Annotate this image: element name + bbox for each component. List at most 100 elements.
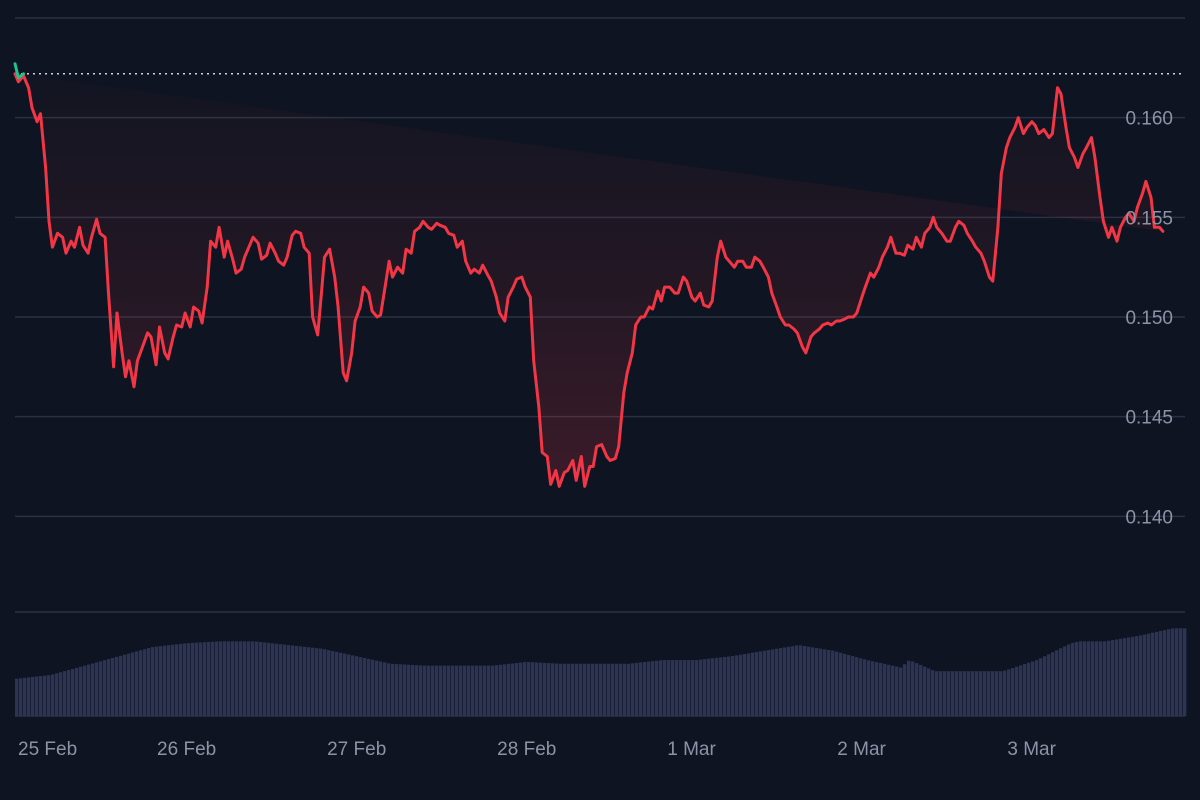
volume-bar: [407, 664, 411, 716]
volume-bar: [1119, 638, 1123, 716]
volume-bar: [95, 662, 99, 716]
volume-bar: [983, 671, 987, 716]
volume-bar: [531, 662, 535, 716]
volume-bar: [615, 663, 619, 716]
volume-bar: [719, 657, 723, 716]
volume-bar: [707, 658, 711, 716]
volume-bar: [231, 641, 235, 716]
volume-bar: [723, 656, 727, 716]
volume-bar: [271, 643, 275, 716]
volume-bar: [427, 665, 431, 716]
volume-bar: [1135, 636, 1139, 716]
volume-bar: [1023, 664, 1027, 716]
volume-bar: [1095, 641, 1099, 716]
volume-bar: [1131, 636, 1135, 716]
volume-bar: [127, 653, 131, 716]
volume-bar: [727, 656, 731, 716]
volume-bar: [1043, 656, 1047, 716]
volume-bar: [1083, 641, 1087, 716]
volume-bar: [167, 645, 171, 716]
volume-bar: [363, 657, 367, 716]
volume-bar: [919, 664, 923, 716]
volume-bar: [499, 664, 503, 716]
volume-bar: [251, 641, 255, 716]
volume-bar: [1003, 670, 1007, 716]
volume-bar: [1051, 652, 1055, 716]
volume-bar: [311, 647, 315, 716]
volume-bar: [591, 663, 595, 716]
volume-bar: [303, 646, 307, 716]
volume-bar: [1011, 668, 1015, 716]
volume-bar: [523, 662, 527, 716]
volume-bar: [771, 649, 775, 716]
volume-bar: [819, 648, 823, 716]
volume-bar: [587, 663, 591, 716]
volume-bar: [679, 660, 683, 716]
volume-bar: [187, 643, 191, 716]
volume-bar: [519, 662, 523, 716]
volume-bar: [71, 668, 75, 716]
y-tick-label-0.160: 0.160: [1125, 109, 1173, 130]
volume-bar: [1167, 629, 1171, 716]
volume-bar: [643, 662, 647, 716]
volume-bar: [59, 672, 63, 716]
volume-bar: [339, 652, 343, 716]
volume-bar: [347, 654, 351, 716]
volume-bar: [195, 642, 199, 716]
volume-bar: [659, 660, 663, 716]
volume-bar: [991, 671, 995, 716]
volume-bar: [139, 650, 143, 716]
volume-bar: [107, 659, 111, 716]
volume-bar: [863, 659, 867, 716]
volume-bar: [151, 646, 155, 716]
volume-bar: [291, 645, 295, 716]
volume-bar: [955, 671, 959, 716]
y-tick-label-0.140: 0.140: [1125, 507, 1173, 528]
volume-bar: [135, 651, 139, 716]
volume-bar: [67, 669, 71, 716]
volume-bar: [807, 646, 811, 716]
volume-bar: [911, 661, 915, 716]
volume-bar: [235, 641, 239, 716]
volume-bar: [783, 647, 787, 716]
volume-bar: [1171, 628, 1175, 716]
volume-bar: [879, 663, 883, 716]
volume-bar: [175, 644, 179, 716]
volume-bar: [203, 642, 207, 716]
volume-bar: [691, 660, 695, 716]
volume-bar: [199, 642, 203, 716]
volume-bar: [995, 671, 999, 716]
volume-bar: [543, 662, 547, 716]
volume-bar: [815, 647, 819, 716]
volume-bar: [215, 641, 219, 716]
volume-bar: [495, 665, 499, 716]
volume-bar: [131, 652, 135, 716]
volume-bar: [867, 660, 871, 716]
volume-bar: [547, 663, 551, 716]
volume-bar: [367, 658, 371, 716]
price-area-fill: [15, 73, 1163, 487]
volume-bar: [179, 643, 183, 716]
volume-bar: [455, 665, 459, 716]
volume-bar: [343, 653, 347, 716]
volume-bar: [999, 671, 1003, 716]
volume-bar: [979, 671, 983, 716]
volume-bar: [1079, 641, 1083, 716]
volume-bar: [947, 671, 951, 716]
volume-bar: [219, 641, 223, 716]
volume-bar: [1163, 630, 1167, 716]
volume-bar: [323, 649, 327, 716]
volume-bar: [379, 661, 383, 716]
volume-bar: [1019, 665, 1023, 716]
volume-bar: [551, 663, 555, 716]
volume-bar: [835, 651, 839, 716]
volume-bar: [123, 654, 127, 716]
volume-bar: [451, 665, 455, 716]
volume-bar: [423, 665, 427, 716]
volume-bar: [759, 651, 763, 716]
price-line: [13, 72, 1165, 488]
volume-bar: [695, 660, 699, 716]
volume-bar: [683, 660, 687, 716]
volume-bar: [383, 662, 387, 716]
volume-bar: [23, 677, 27, 716]
